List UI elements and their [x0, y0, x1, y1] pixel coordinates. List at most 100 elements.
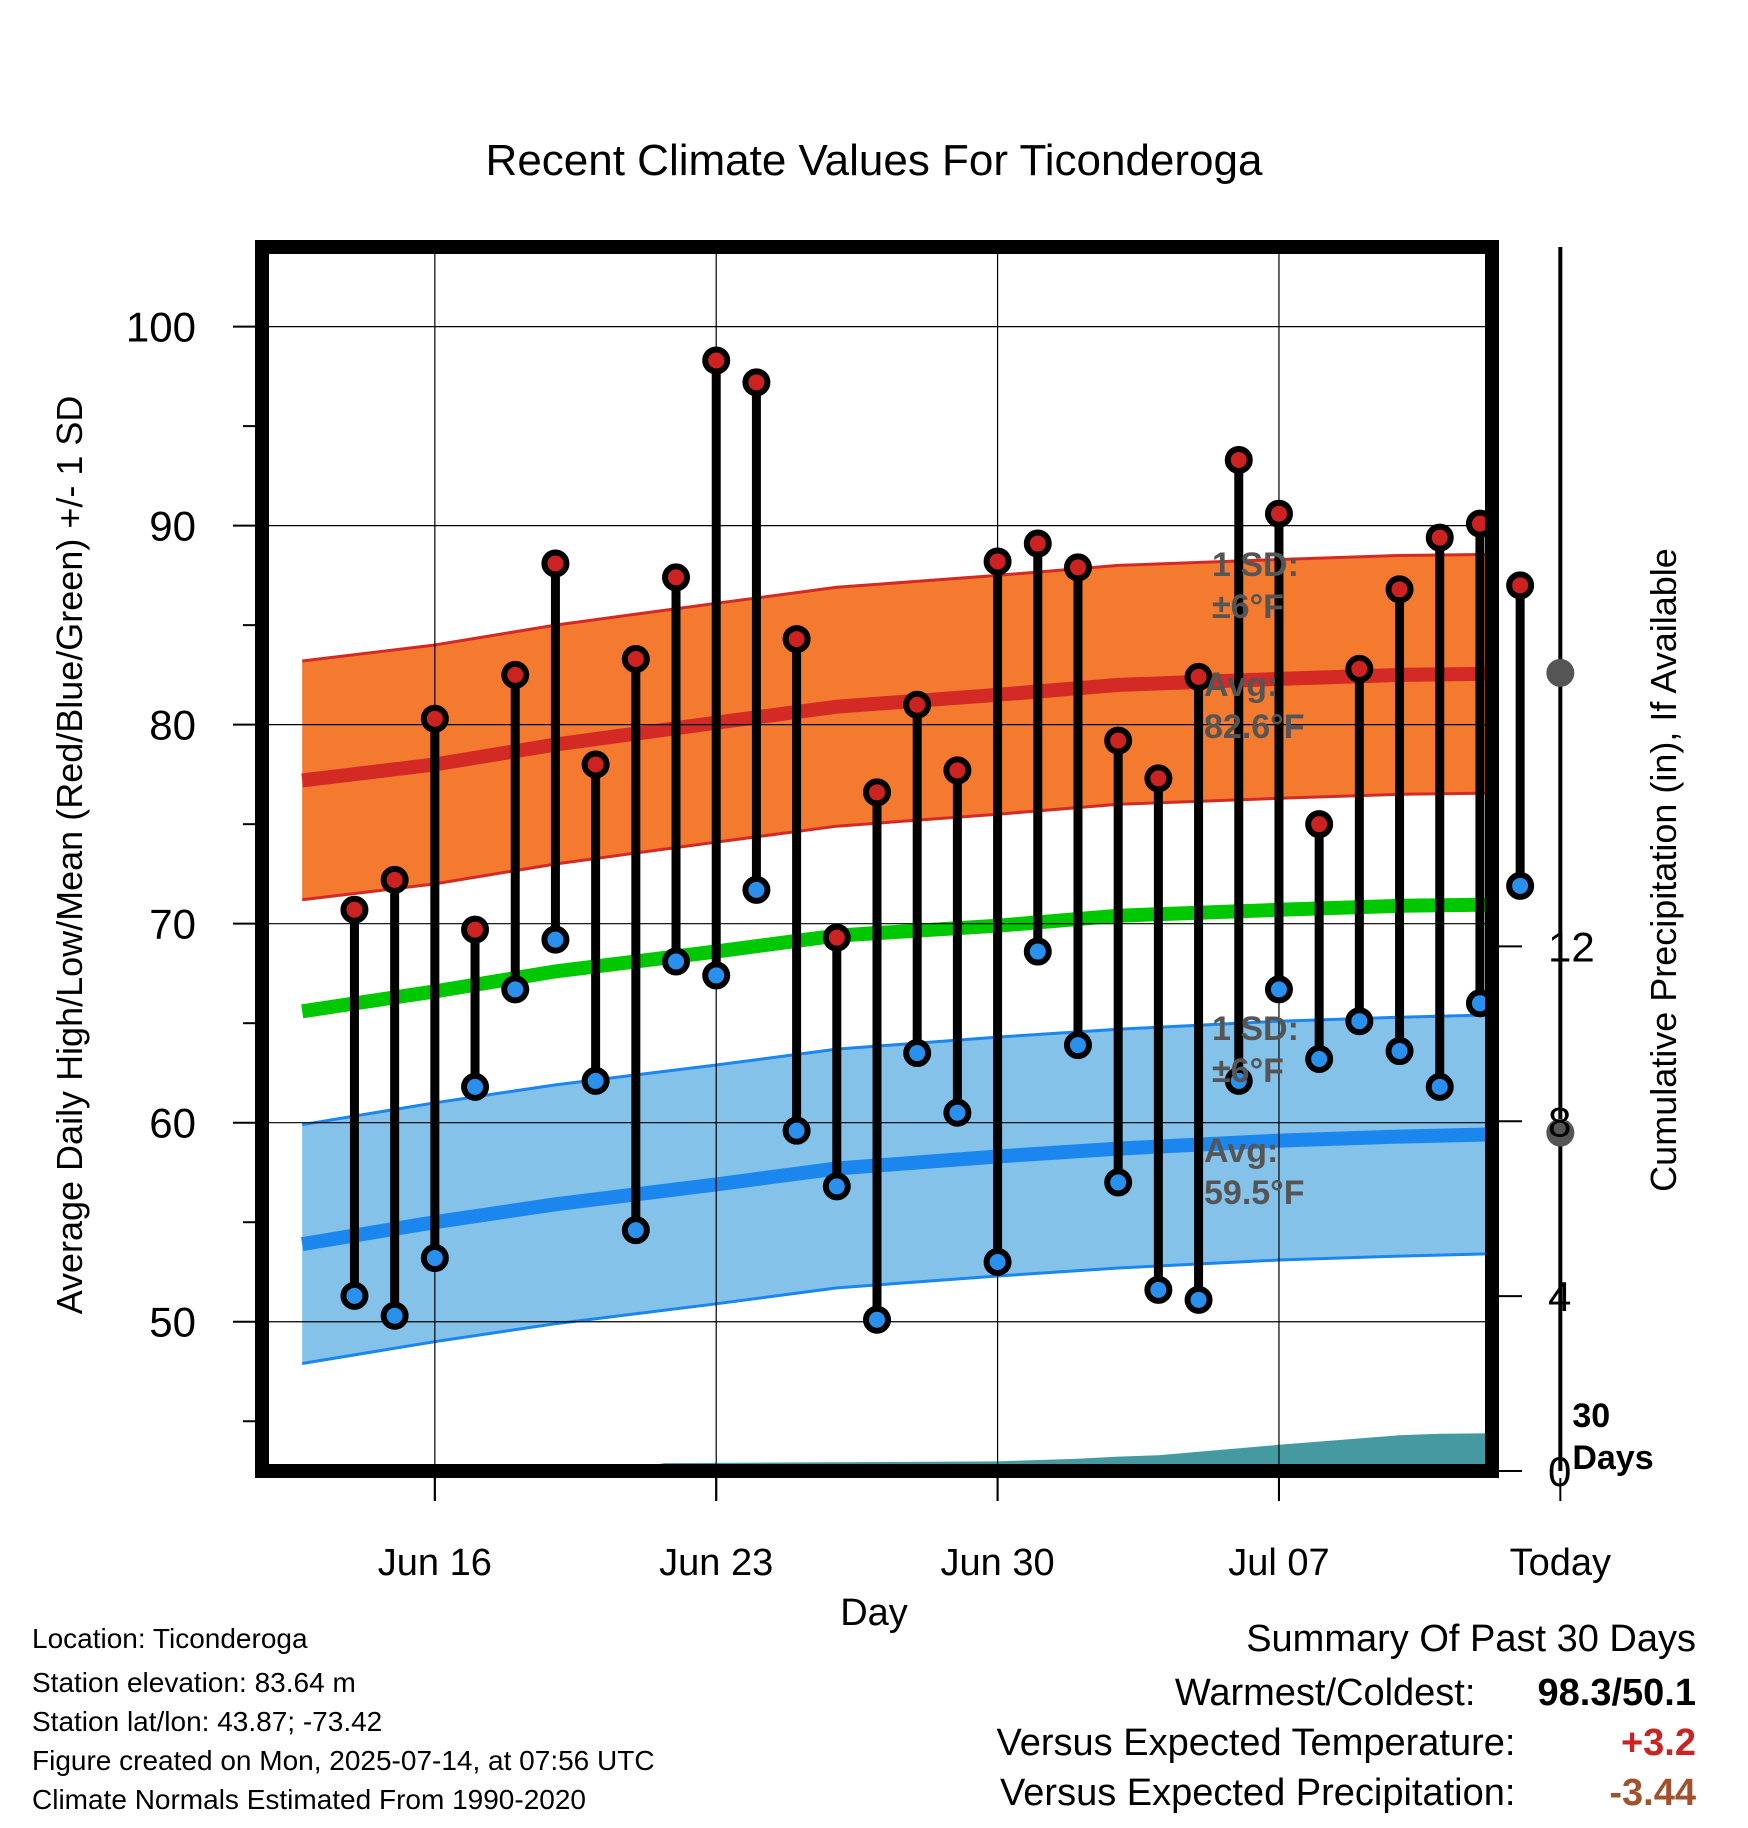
x-tick-label: Jun 16: [378, 1542, 492, 1584]
high-sd-value: ±6°F: [1212, 588, 1284, 626]
temp-value: +3.2: [1620, 1722, 1696, 1764]
daily-low-point: [1305, 1045, 1334, 1074]
daily-high-point: [1506, 571, 1535, 600]
daily-high-point: [501, 660, 530, 689]
daily-high-point: [461, 915, 490, 944]
band-annotations: 1 SD: ±6°F Avg: 82.6°F 1 SD: ±6°F Avg: 59.5°F: [1204, 546, 1305, 1212]
daily-high-point: [1385, 575, 1414, 604]
warm-cold-label: Warmest/Coldest:: [1174, 1672, 1476, 1714]
daily-high-point: [621, 644, 650, 673]
low-avg-value: 59.5°F: [1204, 1174, 1305, 1212]
warm-cold-value: 98.3/50.1: [1537, 1672, 1696, 1714]
y-tick-label: 60: [149, 1100, 196, 1147]
daily-low-point: [1385, 1037, 1414, 1066]
precip-value: -3.44: [1609, 1772, 1696, 1814]
daily-low-point: [621, 1216, 650, 1245]
daily-low-point: [1224, 1066, 1253, 1095]
daily-low-point: [782, 1116, 811, 1145]
daily-low-point: [702, 961, 731, 990]
daily-low-point: [581, 1066, 610, 1095]
today-normal-high-marker: [1546, 658, 1575, 687]
today-normal-low-marker: [1546, 1118, 1575, 1147]
daily-high-point: [702, 346, 731, 375]
daily-low-point: [903, 1039, 932, 1068]
daily-high-point: [863, 778, 891, 807]
daily-high-point: [581, 750, 610, 779]
summary-precipitation: Versus Expected Precipitation: -3.44: [1000, 1772, 1696, 1815]
daily-high-point: [1104, 726, 1133, 755]
low-avg-title: Avg:: [1204, 1132, 1278, 1170]
summary-temperature: Versus Expected Temperature: +3.2: [997, 1722, 1696, 1765]
daily-high-point: [822, 923, 851, 952]
daily-low-point: [541, 925, 570, 954]
daily-high-point: [903, 690, 932, 719]
summary-warm-cold: Warmest/Coldest: 98.3/50.1: [1175, 1672, 1696, 1715]
daily-high-point: [983, 547, 1012, 576]
daily-high-point: [1345, 654, 1374, 683]
normal-bands: [262, 552, 1492, 1471]
y2-tick-label: 0: [1548, 1448, 1571, 1495]
daily-high-point: [1305, 810, 1334, 839]
low-sd-title: 1 SD:: [1212, 1010, 1299, 1048]
axis-ticks: 50 60 70 80 90 100 0 4 8 12 Jun 16 Jun 23 Jun 30 Jul …: [126, 304, 1611, 1584]
y2-tick-label: 8: [1548, 1098, 1571, 1145]
daily-high-point: [1425, 523, 1454, 552]
daily-low-point: [1264, 975, 1293, 1004]
daily-low-point: [380, 1301, 409, 1330]
daily-low-point: [1023, 937, 1052, 966]
temp-label: Versus Expected Temperature:: [996, 1722, 1516, 1764]
daily-high-point: [1224, 445, 1253, 474]
today-days-label: 30 Days: [1572, 1397, 1653, 1477]
today-days-label-line: 30: [1572, 1397, 1610, 1435]
daily-range-stems: [349, 360, 1525, 1320]
meta-latlon: Station lat/lon: 43.87; -73.42: [32, 1706, 383, 1737]
today-days-label-line: Days: [1572, 1439, 1653, 1477]
daily-high-point: [1144, 764, 1173, 793]
y-tick-label: 70: [149, 901, 196, 948]
daily-low-point: [822, 1172, 851, 1201]
high-sd-title: 1 SD:: [1212, 546, 1299, 584]
daily-low-point: [461, 1072, 490, 1101]
meta-created: Figure created on Mon, 2025-07-14, at 07…: [32, 1745, 655, 1776]
daily-high-point: [1063, 553, 1092, 582]
y-axis-label: Average Daily High/Low/Mean (Red/Blue/Gr…: [49, 396, 90, 1315]
x-axis-label: Day: [840, 1592, 908, 1634]
daily-high-point: [1264, 499, 1293, 528]
daily-low-point: [420, 1244, 449, 1273]
station-metadata: Location: Ticonderoga Station elevation:…: [32, 1622, 655, 1817]
x-tick-label: Jun 30: [941, 1542, 1055, 1584]
daily-low-point: [1104, 1168, 1133, 1197]
daily-low-point: [1144, 1275, 1173, 1304]
daily-low-point: [340, 1281, 369, 1310]
meta-normals: Climate Normals Estimated From 1990-2020: [32, 1784, 586, 1815]
daily-high-point: [380, 865, 409, 894]
daily-low-point: [742, 875, 771, 904]
daily-low-point: [863, 1305, 891, 1334]
y2-tick-label: 4: [1548, 1273, 1571, 1320]
summary-heading: Summary Of Past 30 Days: [1246, 1618, 1696, 1660]
y-tick-label: 90: [149, 503, 196, 550]
today-marker: 30 Days: [1546, 247, 1654, 1477]
low-sd-value: ±6°F: [1212, 1052, 1284, 1090]
daily-low-point: [501, 975, 530, 1004]
daily-high-point: [742, 368, 771, 397]
daily-low-point: [662, 947, 691, 976]
low-sd-band: [302, 1014, 1492, 1364]
daily-low-point: [943, 1098, 972, 1127]
daily-low-point: [1345, 1007, 1374, 1036]
precip-label: Versus Expected Precipitation:: [1000, 1772, 1516, 1814]
daily-high-point: [662, 563, 691, 592]
y-tick-label: 100: [126, 304, 196, 351]
daily-high-point: [420, 704, 449, 733]
daily-low-point: [1425, 1072, 1454, 1101]
daily-low-point: [1506, 871, 1535, 900]
x-tick-label: Today: [1510, 1542, 1611, 1584]
x-tick-label: Jul 07: [1228, 1542, 1329, 1584]
daily-high-point: [943, 756, 972, 785]
y-tick-label: 80: [149, 702, 196, 749]
daily-high-point: [1184, 662, 1213, 691]
x-tick-label: Jun 23: [659, 1542, 773, 1584]
high-avg-title: Avg:: [1204, 666, 1278, 704]
chart-title: Recent Climate Values For Ticonderoga: [486, 136, 1263, 185]
